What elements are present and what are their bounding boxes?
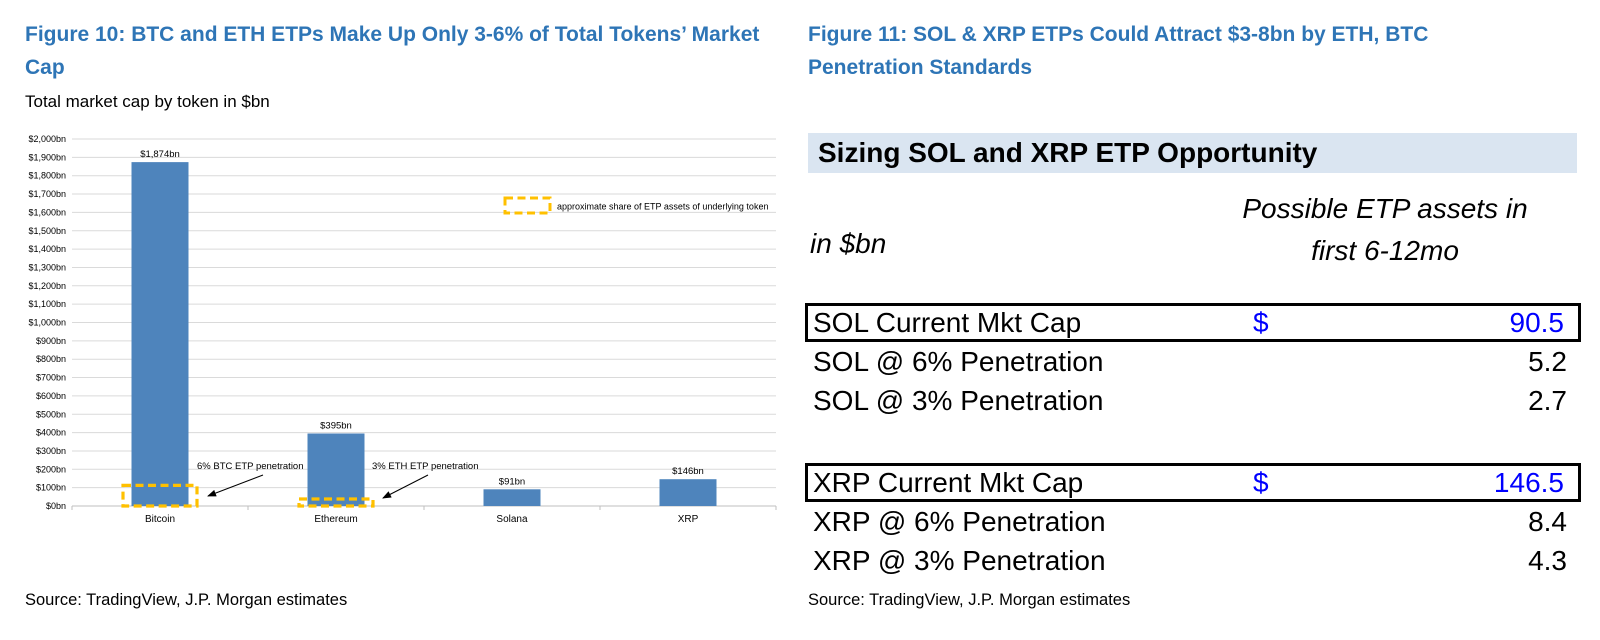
row-label: SOL Current Mkt Cap <box>813 306 1082 338</box>
table-row: XRP Current Mkt Cap $146.5 <box>805 463 1581 502</box>
row-label: XRP Current Mkt Cap <box>813 466 1084 498</box>
chart-subtitle: Total market cap by token in $bn <box>25 92 270 111</box>
currency-symbol: $ <box>1253 466 1269 498</box>
svg-text:$1,700bn: $1,700bn <box>28 189 66 199</box>
row-value: 146.5 <box>1493 466 1564 498</box>
etp-sizing-table: SOL Current Mkt Cap $90.5 SOL @ 6% Penetra… <box>805 303 1581 580</box>
bars: $1,874bn Bitcoin $395bn Ethereum $91bn Solana… <box>131 149 717 525</box>
row-label: SOL @ 3% Penetration <box>813 384 1104 416</box>
x-axis-category-label: XRP <box>678 514 699 525</box>
table-row: SOL @ 3% Penetration 2.7 <box>805 381 1581 420</box>
value-column-header-line2: first 6-12mo <box>1311 235 1459 266</box>
bar-value-label: $91bn <box>499 476 525 487</box>
svg-text:$300bn: $300bn <box>36 446 66 456</box>
svg-text:$0bn: $0bn <box>46 501 66 511</box>
bar-bitcoin <box>131 162 189 506</box>
etp-share-highlights: 6% BTC ETP penetration 3% ETH ETP penetra… <box>121 461 479 508</box>
table-row: SOL Current Mkt Cap $90.5 <box>805 303 1581 342</box>
gridlines <box>72 138 776 507</box>
figure-11-title: Figure 11: SOL & XRP ETPs Could Attract … <box>808 23 1429 79</box>
group-gap <box>805 420 1581 463</box>
dashed-highlight-box <box>121 483 199 508</box>
svg-text:$1,400bn: $1,400bn <box>28 244 66 254</box>
svg-text:$1,200bn: $1,200bn <box>28 281 66 291</box>
row-value: 5.2 <box>1528 345 1567 377</box>
x-axis-category-label: Solana <box>496 514 528 525</box>
row-label: XRP @ 3% Penetration <box>813 544 1106 576</box>
svg-text:$1,300bn: $1,300bn <box>28 262 66 272</box>
svg-text:$100bn: $100bn <box>36 483 66 493</box>
row-label: SOL @ 6% Penetration <box>813 345 1104 377</box>
bar-xrp <box>659 479 717 506</box>
svg-text:$1,500bn: $1,500bn <box>28 226 66 236</box>
row-value: 90.5 <box>1509 306 1565 338</box>
row-value: 4.3 <box>1528 544 1567 576</box>
row-label: XRP @ 6% Penetration <box>813 505 1106 537</box>
currency-symbol: $ <box>1253 306 1269 338</box>
table-row: XRP @ 3% Penetration 4.3 <box>805 541 1581 580</box>
bar-value-label: $395bn <box>320 421 352 432</box>
row-value: 2.7 <box>1528 384 1567 416</box>
bar-ethereum <box>307 433 365 506</box>
legend-dashed-swatch <box>503 196 552 215</box>
unit-label: in $bn <box>810 228 887 259</box>
x-axis-ticks <box>71 506 777 510</box>
svg-text:$900bn: $900bn <box>36 336 66 346</box>
figure-10-title: Figure 10: BTC and ETH ETPs Make Up Only… <box>25 23 760 79</box>
annotation-arrow <box>207 474 264 497</box>
svg-text:$400bn: $400bn <box>36 428 66 438</box>
svg-text:$1,600bn: $1,600bn <box>28 207 66 217</box>
figure-10-source: Source: TradingView, J.P. Morgan estimat… <box>25 591 348 609</box>
svg-text:$1,800bn: $1,800bn <box>28 171 66 181</box>
annotation-label: 6% BTC ETP penetration <box>197 461 304 472</box>
x-axis-category-label: Ethereum <box>314 514 357 525</box>
svg-text:$600bn: $600bn <box>36 391 66 401</box>
svg-text:$2,000bn: $2,000bn <box>28 134 66 144</box>
svg-text:$1,100bn: $1,100bn <box>28 299 66 309</box>
annotation-arrow <box>382 474 429 499</box>
value-column-header-line1: Possible ETP assets in <box>1242 193 1528 224</box>
table-title: Sizing SOL and XRP ETP Opportunity <box>808 133 1577 173</box>
bar-solana <box>483 489 541 506</box>
y-axis-tick-labels: $0bn $100bn $200bn $300bn $400bn $500bn $600bn… <box>28 134 66 511</box>
x-axis-category-label: Bitcoin <box>145 514 175 525</box>
legend-label: approximate share of ETP assets of under… <box>557 202 768 212</box>
svg-text:$1,000bn: $1,000bn <box>28 318 66 328</box>
bar-value-label: $146bn <box>672 466 704 477</box>
svg-text:$200bn: $200bn <box>36 464 66 474</box>
table-row: XRP @ 6% Penetration 8.4 <box>805 502 1581 541</box>
svg-text:$1,900bn: $1,900bn <box>28 152 66 162</box>
value-column-header: Possible ETP assets in first 6-12mo <box>1185 188 1585 272</box>
row-value: 8.4 <box>1528 505 1567 537</box>
dashed-highlight-box <box>297 497 375 508</box>
bar-value-label: $1,874bn <box>140 149 180 160</box>
legend: approximate share of ETP assets of under… <box>503 196 768 215</box>
svg-text:$500bn: $500bn <box>36 409 66 419</box>
figure-11-source: Source: TradingView, J.P. Morgan estimat… <box>808 591 1131 609</box>
table-row: SOL @ 6% Penetration 5.2 <box>805 342 1581 381</box>
annotation-label: 3% ETH ETP penetration <box>372 461 479 472</box>
svg-text:$800bn: $800bn <box>36 354 66 364</box>
market-cap-bar-chart: $0bn $100bn $200bn $300bn $400bn $500bn $600bn… <box>28 134 777 525</box>
svg-text:$700bn: $700bn <box>36 373 66 383</box>
